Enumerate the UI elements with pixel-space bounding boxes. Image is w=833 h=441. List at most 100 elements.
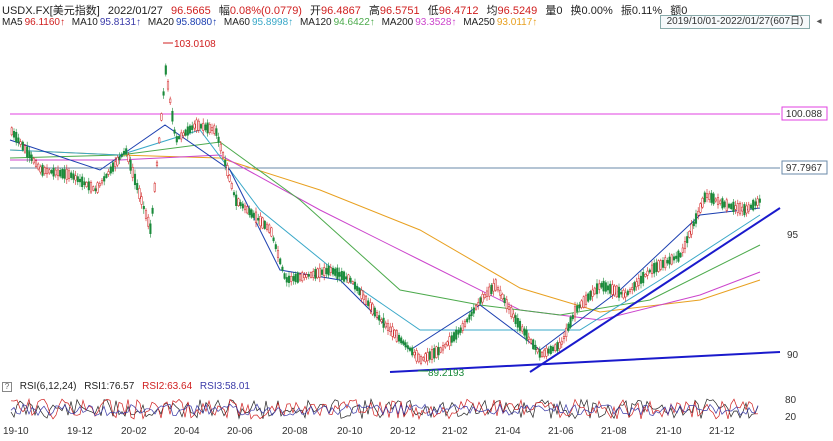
candle <box>743 204 746 216</box>
candle <box>345 276 348 280</box>
candle <box>424 353 427 362</box>
ma250-legend: MA250 93.0117↑ <box>463 17 538 28</box>
candle <box>692 221 695 227</box>
candle <box>595 283 599 295</box>
candle <box>422 357 425 361</box>
candlestick-chart[interactable]: 100.088 97.7967 95 90 103.0108 89.2193 <box>0 30 833 378</box>
candle <box>217 136 220 143</box>
candle <box>567 323 570 331</box>
candle <box>578 304 581 309</box>
candle <box>272 237 275 242</box>
candle <box>617 286 621 298</box>
candle <box>246 206 249 214</box>
candle <box>164 65 167 75</box>
rsi-line <box>10 397 759 421</box>
candle <box>61 169 64 179</box>
candle <box>252 212 255 219</box>
candle <box>78 178 82 183</box>
dropdown-arrow-icon[interactable]: ◂ <box>816 16 822 27</box>
candle <box>257 217 260 221</box>
candle <box>127 154 130 162</box>
candle <box>263 220 266 229</box>
candle <box>413 351 416 356</box>
candle <box>316 268 319 278</box>
amount-value: 0 <box>681 5 688 17</box>
candle <box>292 276 295 281</box>
candle <box>571 314 574 320</box>
candle <box>496 287 500 291</box>
candle <box>312 271 315 278</box>
candle <box>111 162 115 172</box>
candle <box>527 336 530 340</box>
candle <box>747 204 750 212</box>
candle <box>45 167 49 175</box>
candle <box>675 255 678 259</box>
candle <box>226 165 229 177</box>
symbol-name[interactable]: USDX.FX[美元指数] <box>2 5 100 17</box>
support-trendline[interactable] <box>389 351 781 373</box>
candle <box>408 347 412 351</box>
candle <box>182 132 185 137</box>
candle <box>206 122 209 134</box>
candle <box>591 289 594 297</box>
candle <box>468 314 471 320</box>
candle <box>582 296 585 308</box>
amp-value: 0.11% <box>631 5 663 17</box>
candle <box>193 123 196 129</box>
candle <box>169 98 172 103</box>
candle <box>505 299 508 309</box>
candle <box>34 160 38 167</box>
x-tick-20-08: 20-08 <box>282 426 308 437</box>
candle <box>254 211 258 223</box>
candle <box>749 204 753 209</box>
candle <box>521 326 524 332</box>
candle <box>754 201 757 206</box>
candle <box>492 283 495 292</box>
rsi3-label: RSI3: <box>199 381 225 392</box>
candle <box>114 161 117 167</box>
candle <box>177 136 181 139</box>
candle <box>155 161 159 166</box>
candle <box>435 346 438 358</box>
candle <box>59 170 62 177</box>
high-marker-label: 103.0108 <box>174 39 216 50</box>
candle <box>65 168 68 180</box>
candle <box>125 148 128 155</box>
date-range-selector[interactable]: 2019/10/01-2022/01/27(607日) <box>660 15 810 29</box>
turnover-label: 换 <box>570 5 582 17</box>
candle <box>103 176 106 182</box>
candle <box>446 341 449 346</box>
candle <box>391 326 394 337</box>
candle <box>37 163 40 170</box>
rising-trendline[interactable] <box>529 207 781 373</box>
candle <box>184 129 187 136</box>
candle <box>85 182 88 187</box>
candle <box>708 193 711 200</box>
help-icon[interactable]: ? <box>2 382 12 392</box>
candle <box>598 283 601 290</box>
candle <box>679 252 682 258</box>
candle <box>12 131 16 138</box>
candle <box>323 267 326 277</box>
x-tick-21-10: 21-10 <box>656 426 682 437</box>
candle <box>10 127 13 136</box>
candle <box>723 201 726 208</box>
candle <box>503 297 506 303</box>
candle <box>96 182 99 193</box>
candle <box>285 277 288 283</box>
candle <box>54 169 57 176</box>
candle <box>67 170 71 179</box>
candle <box>268 224 271 233</box>
rsi2-label: RSI2: <box>142 381 168 392</box>
candle <box>549 345 552 355</box>
candle <box>705 193 709 198</box>
candle <box>228 175 231 182</box>
candle <box>455 329 458 340</box>
ma10-legend: MA10 95.8131↑ <box>71 17 142 28</box>
candle <box>450 335 453 343</box>
x-tick-20-12: 20-12 <box>390 426 416 437</box>
x-tick-20-04: 20-04 <box>174 426 200 437</box>
candle <box>397 334 401 342</box>
rsi-chart[interactable]: 80 20 <box>0 393 833 425</box>
last-price: 96.5665 <box>170 5 211 17</box>
